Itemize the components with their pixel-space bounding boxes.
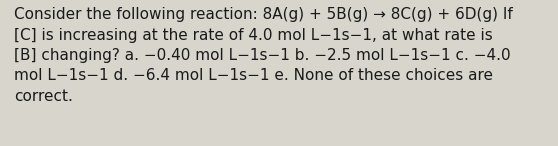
Text: Consider the following reaction: 8A(g) + 5B(g) → 8C(g) + 6D(g) If
[C] is increas: Consider the following reaction: 8A(g) +…	[14, 7, 513, 104]
